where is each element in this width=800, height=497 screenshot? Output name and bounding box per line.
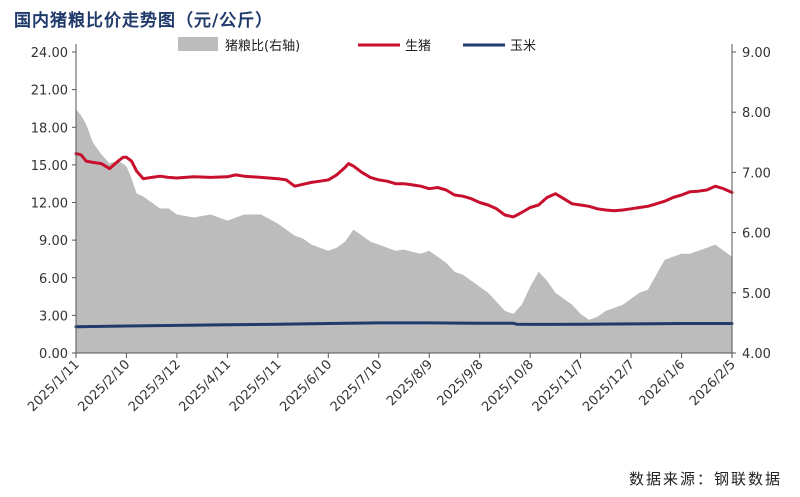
y-right-tick-label: 4.00 xyxy=(742,347,771,362)
y-left-tick-label: 6.00 xyxy=(39,272,68,287)
x-tick-label: 2025/4/11 xyxy=(176,357,234,415)
legend-label: 猪粮比(右轴) xyxy=(225,39,300,54)
legend: 猪粮比(右轴) 生猪 玉米 xyxy=(178,37,536,54)
y-left-tick-label: 0.00 xyxy=(39,347,68,362)
y-left-tick-label: 24.00 xyxy=(31,46,68,61)
y-right-tick-label: 8.00 xyxy=(742,106,771,121)
y-left-tick-label: 12.00 xyxy=(31,197,68,212)
x-tick-label: 2025/2/10 xyxy=(76,357,134,415)
y-left-tick-label: 3.00 xyxy=(39,309,68,324)
x-tick-label: 2025/12/7 xyxy=(580,357,638,415)
source-note: 数据来源：钢联数据 xyxy=(628,470,782,488)
x-tick-label: 2026/1/6 xyxy=(636,357,688,409)
y-left-tick-label: 15.00 xyxy=(31,159,68,174)
series-line-1 xyxy=(74,152,734,219)
legend-label: 玉米 xyxy=(510,39,536,54)
y-right-tick-label: 9.00 xyxy=(742,46,771,61)
x-tick-label: 2025/3/12 xyxy=(126,357,184,415)
y-right-tick-label: 5.00 xyxy=(742,287,771,302)
x-tick-label: 2025/1/11 xyxy=(25,357,83,415)
y-left-tick-label: 9.00 xyxy=(39,234,68,249)
y-right-tick-label: 7.00 xyxy=(742,166,771,181)
x-tick-label: 2025/9/8 xyxy=(435,357,487,409)
ratio-area-layer xyxy=(76,109,732,353)
series-line-2 xyxy=(74,321,734,329)
y-left-tick-label: 18.00 xyxy=(31,121,68,136)
price-lines-layer xyxy=(74,152,734,329)
x-tick-label: 2025/7/10 xyxy=(328,357,386,415)
x-tick-label: 2026/2/5 xyxy=(687,357,739,409)
x-tick-label: 2025/5/11 xyxy=(227,357,285,415)
x-tick-label: 2025/8/9 xyxy=(384,357,436,409)
y-right-tick-label: 6.00 xyxy=(742,227,771,242)
x-tick-label: 2025/6/10 xyxy=(277,357,335,415)
chart-title: 国内猪粮比价走势图（元/公斤） xyxy=(14,11,274,31)
x-tick-label: 2025/11/7 xyxy=(530,357,588,415)
series-area-0 xyxy=(76,109,732,353)
legend-swatch xyxy=(178,37,218,51)
x-tick-label: 2025/10/8 xyxy=(479,357,537,415)
y-left-tick-label: 21.00 xyxy=(31,84,68,99)
legend-label: 生猪 xyxy=(405,39,431,54)
axes-layer xyxy=(75,44,733,354)
